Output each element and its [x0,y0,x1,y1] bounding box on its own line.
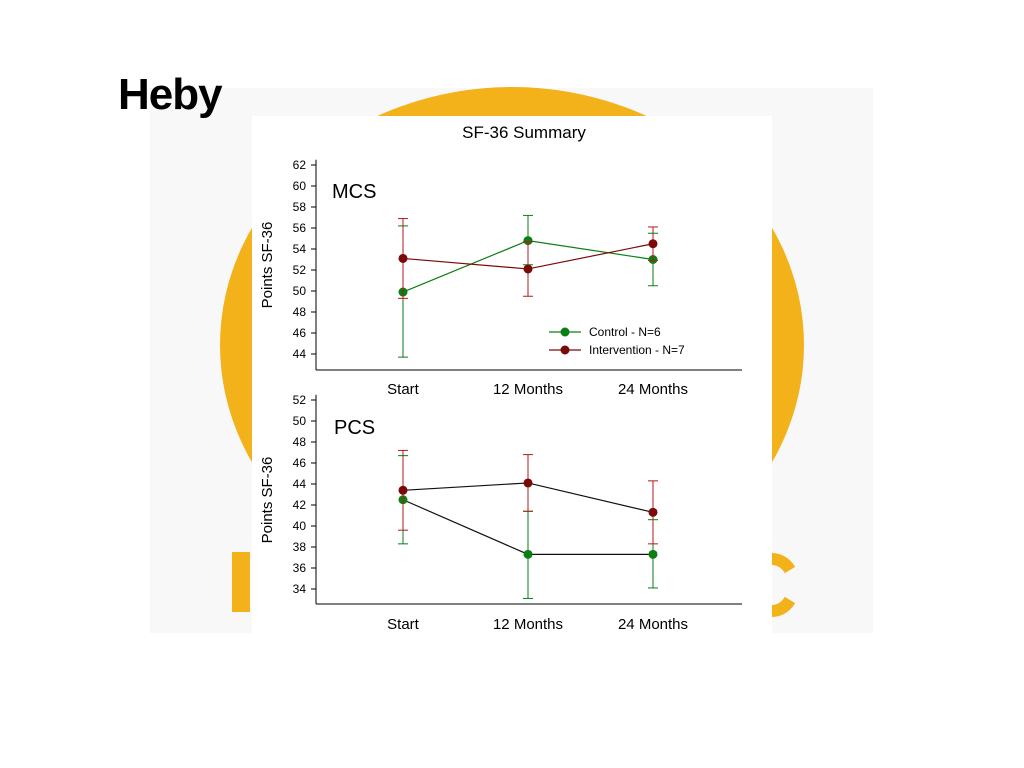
y-tick-label: 40 [293,519,307,533]
y-tick-label: 50 [293,284,307,298]
y-tick-label: 38 [293,540,307,554]
y-tick-label: 56 [293,221,307,235]
x-tick-label: 24 Months [618,381,688,398]
chart-title: SF-36 Summary [462,123,586,142]
legend-entry: Control - N=6 [589,325,661,339]
y-tick-label: 48 [293,435,307,449]
y-tick-label: 50 [293,414,307,428]
legend-swatch-marker [560,327,570,337]
data-point [398,253,408,263]
y-tick-label: 54 [293,242,307,256]
data-point [648,549,658,559]
y-tick-label: 58 [293,200,307,214]
y-tick-label: 44 [293,347,307,361]
y-tick-label: 52 [293,263,307,277]
data-point [648,507,658,517]
x-tick-label: 24 Months [618,616,688,633]
data-point [523,549,533,559]
y-tick-label: 48 [293,305,307,319]
y-tick-label: 42 [293,498,307,512]
x-tick-label: Start [387,381,420,398]
pcs-panel: 34 36 38 40 42 44 46 48 50 52 Start 12 Months 24 Mon… [259,393,742,633]
y-tick-label: 46 [293,326,307,340]
y-tick-label: 46 [293,456,307,470]
data-point [523,264,533,274]
legend-swatch-marker [560,345,570,355]
y-tick-label: 62 [293,158,307,172]
panel-label: PCS [334,417,375,439]
data-point [523,478,533,488]
y-tick-label: 36 [293,561,307,575]
x-tick-label: 12 Months [493,381,563,398]
panel-label: MCS [332,181,376,203]
data-point [523,236,533,246]
slide-title: Heby [118,70,223,119]
data-point [648,239,658,249]
y-axis-label: Points SF-36 [259,222,276,309]
y-tick-label: 34 [293,582,307,596]
chart-background [252,116,772,636]
data-point [398,485,408,495]
y-axis-label: Points SF-36 [259,457,276,544]
x-tick-label: 12 Months [493,616,563,633]
mcs-panel: 44 46 48 50 52 54 56 58 60 62 Start 12 Months 24 Mon… [259,158,742,398]
background-letter-left [232,552,250,612]
y-tick-label: 44 [293,477,307,491]
x-tick-label: Start [387,616,420,633]
legend-entry: Intervention - N=7 [589,343,685,357]
y-tick-label: 52 [293,393,307,407]
y-tick-label: 60 [293,179,307,193]
